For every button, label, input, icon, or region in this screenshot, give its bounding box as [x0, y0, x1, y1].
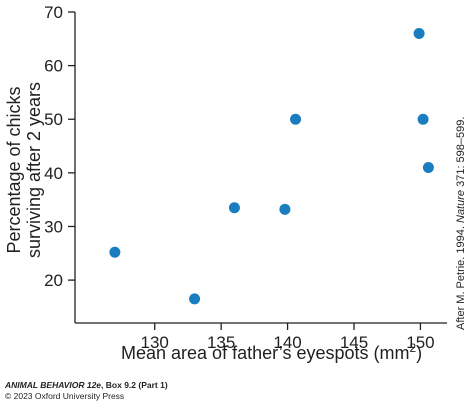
- y-tick-label: 50: [44, 110, 63, 129]
- y-axis-title-line-2: surviving after 2 years: [24, 82, 44, 258]
- y-tick-label: 70: [44, 3, 63, 22]
- data-point: [290, 113, 302, 125]
- data-point: [279, 203, 291, 215]
- data-point: [189, 293, 201, 305]
- source-note: After M. Petrie. 1994. Nature 371: 598–5…: [455, 117, 467, 330]
- x-tick-label: 145: [340, 333, 368, 352]
- data-point: [228, 202, 240, 214]
- y-tick-label: 20: [44, 271, 63, 290]
- x-tick-label: 135: [207, 333, 235, 352]
- y-axis-title: Percentage of chicks surviving after 2 y…: [4, 82, 44, 258]
- data-points: [109, 27, 434, 305]
- data-point: [417, 113, 429, 125]
- axes: [74, 12, 447, 324]
- data-point: [109, 246, 121, 258]
- y-axis-title-line-1: Percentage of chicks: [4, 86, 24, 253]
- y-tick-label: 60: [44, 57, 63, 76]
- y-ticks: 20 30 40 50 60 70: [44, 3, 75, 290]
- y-tick-label: 40: [44, 164, 63, 183]
- x-axis-title-superscript: 2: [409, 341, 416, 355]
- book-credit: ANIMAL BEHAVIOR 12e, Box 9.2 (Part 1): [5, 380, 168, 390]
- data-point: [413, 27, 425, 39]
- x-tick-label: 140: [273, 333, 301, 352]
- y-tick-label: 30: [44, 217, 63, 236]
- x-axis-title: Mean area of father’s eyespots (mm2): [121, 341, 422, 363]
- x-tick-label: 130: [141, 333, 169, 352]
- x-ticks: 130 135 140 145 150: [141, 323, 435, 352]
- copyright-notice: © 2023 Oxford University Press: [5, 391, 125, 401]
- x-tick-label: 150: [406, 333, 434, 352]
- data-point: [422, 162, 434, 173]
